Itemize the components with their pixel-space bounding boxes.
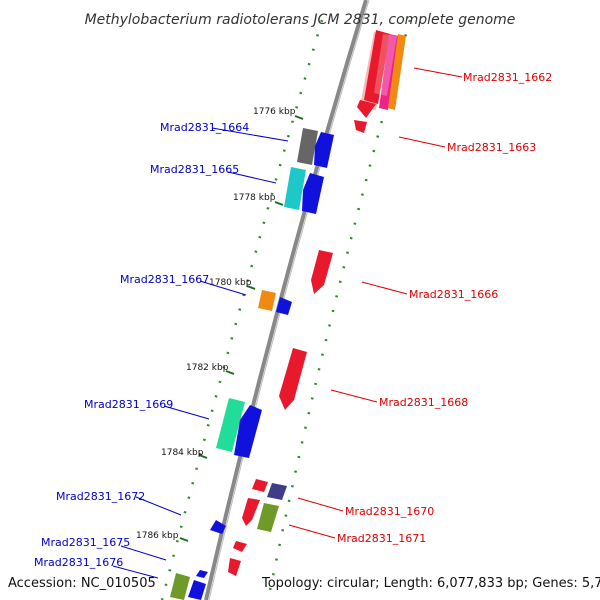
gene-mrad2831-1671[interactable]	[228, 503, 279, 576]
scale-label: 1776 kbp	[253, 107, 296, 117]
scale-label: 1780 kbp	[209, 278, 252, 288]
inner-track	[160, 19, 324, 600]
scale-label: 1786 kbp	[136, 531, 179, 541]
accession-text: Accession: NC_010505	[8, 576, 156, 591]
topology-text: Topology: circular; Length: 6,077,833 bp…	[261, 576, 600, 591]
gene-label[interactable]: Mrad2831_1675	[41, 536, 130, 549]
gene-mrad2831-1663[interactable]	[354, 120, 367, 133]
gene-label[interactable]: Mrad2831_1671	[337, 532, 426, 545]
gene-mrad2831-1664[interactable]	[297, 128, 334, 168]
gene-mrad2831-1665[interactable]	[284, 167, 324, 214]
gene-mrad2831-1669[interactable]	[216, 398, 262, 458]
gene-mrad2831-1675[interactable]	[196, 570, 208, 578]
scale-label: 1784 kbp	[161, 448, 204, 458]
gene-mrad2831-1666[interactable]	[311, 250, 333, 294]
gene-mrad2831-1672[interactable]	[210, 520, 226, 534]
gene-mrad2831-1668[interactable]	[279, 348, 307, 410]
gene-label[interactable]: Mrad2831_1663	[447, 141, 536, 154]
gene-label[interactable]: Mrad2831_1672	[56, 490, 145, 503]
gene-label[interactable]: Mrad2831_1667	[120, 273, 209, 286]
gene-label[interactable]: Mrad2831_1669	[84, 398, 173, 411]
gene-label[interactable]: Mrad2831_1676	[34, 556, 123, 569]
scale-label: 1782 kbp	[186, 363, 229, 373]
gene-label[interactable]: Mrad2831_1666	[409, 288, 498, 301]
gene-mrad2831-1670[interactable]	[242, 479, 287, 526]
gene-label[interactable]: Mrad2831_1670	[345, 505, 434, 518]
gene-mrad2831-1662[interactable]	[357, 30, 406, 118]
map-title: Methylobacterium radiotolerans JCM 2831,…	[85, 12, 516, 28]
scale-label: 1778 kbp	[233, 193, 276, 203]
scale-ticks	[179, 115, 304, 542]
gene-label[interactable]: Mrad2831_1665	[150, 163, 239, 176]
gene-label[interactable]: Mrad2831_1668	[379, 396, 468, 409]
gene-label[interactable]: Mrad2831_1664	[160, 121, 249, 134]
gene-mrad2831-1667[interactable]	[258, 290, 292, 315]
gene-label[interactable]: Mrad2831_1662	[463, 71, 552, 84]
gene-mrad2831-1676[interactable]	[170, 573, 206, 600]
